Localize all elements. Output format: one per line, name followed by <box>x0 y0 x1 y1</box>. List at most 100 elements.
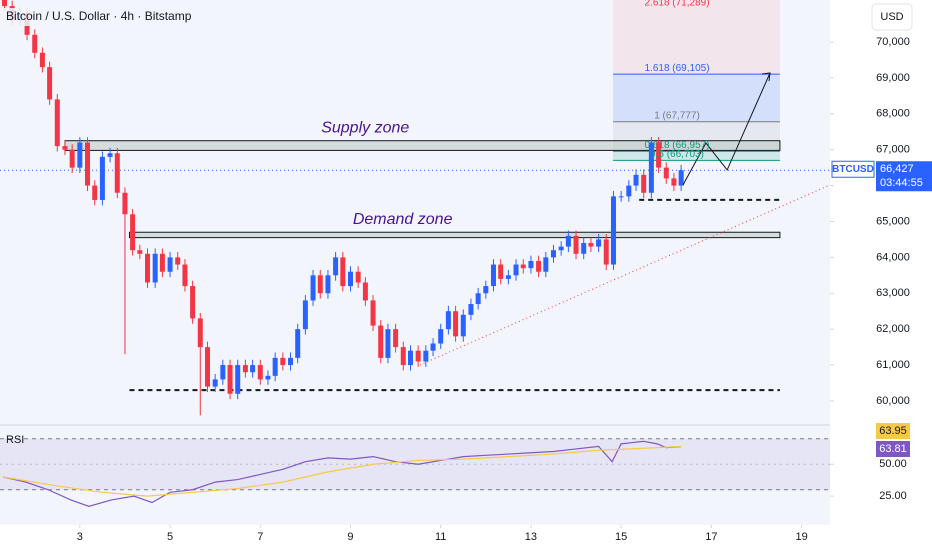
candle-body <box>212 379 218 387</box>
fib-zone <box>613 151 780 161</box>
candle-body <box>54 99 60 147</box>
candle-body <box>438 329 444 344</box>
candle-body <box>272 357 278 376</box>
candle-body <box>423 350 429 362</box>
candle-body <box>460 314 466 337</box>
candle-body <box>483 286 489 294</box>
candle-body <box>415 350 421 362</box>
candle-body <box>235 365 241 394</box>
candle-body <box>558 246 564 251</box>
candle-body <box>302 300 308 330</box>
candle-body <box>573 235 579 254</box>
main-pane <box>0 0 830 416</box>
candle-body <box>152 253 158 283</box>
y-tick-label: 64,000 <box>876 251 910 263</box>
candle-body <box>333 257 339 276</box>
candle-body <box>671 178 677 186</box>
y-tick-label: 70,000 <box>876 36 910 48</box>
y-tick-label: 65,000 <box>876 215 910 227</box>
candle-body <box>220 365 226 380</box>
candle-body <box>543 257 549 272</box>
x-tick-label: 15 <box>615 531 627 543</box>
candle-body <box>400 347 406 366</box>
candle-body <box>257 365 263 380</box>
title-bg <box>0 8 210 26</box>
arrow-head <box>761 72 771 82</box>
rsi-value-label: 63.81 <box>879 443 907 455</box>
candle-body <box>347 271 353 287</box>
fib-zone <box>613 121 780 152</box>
rsi-tick-label: 25.00 <box>879 490 907 502</box>
y-tick-label: 69,000 <box>876 72 910 84</box>
candle-body <box>99 156 105 200</box>
candle-body <box>498 264 504 279</box>
candle-body <box>32 34 38 53</box>
chart-title: Bitcoin / U.S. Dollar · 4h · Bitstamp <box>6 9 192 23</box>
candle-body <box>122 192 128 215</box>
currency: USD <box>880 11 903 23</box>
symbol-label: BTCUSD <box>832 164 874 175</box>
rsi-label: RSI <box>6 434 24 446</box>
candle-body <box>190 286 196 319</box>
x-tick-label: 11 <box>435 531 446 543</box>
candle-body <box>340 257 346 287</box>
candle-body <box>355 271 361 283</box>
y-tick-label: 61,000 <box>876 359 910 371</box>
x-tick-label: 17 <box>705 531 717 543</box>
candle-body <box>182 264 188 287</box>
zone-label: Demand zone <box>353 211 453 228</box>
candle-body <box>205 347 210 387</box>
candle-body <box>475 293 481 305</box>
candle-body <box>393 329 399 348</box>
candle-body <box>288 357 293 366</box>
y-tick-label: 68,000 <box>876 108 910 120</box>
candle-body <box>114 153 120 193</box>
fib-label: 0.618 (66,957) <box>644 140 709 151</box>
candle-body <box>85 142 91 186</box>
x-tick-label: 7 <box>257 531 263 543</box>
candle-body <box>137 250 143 254</box>
fib-label: 1 (67,777) <box>654 110 700 121</box>
candle-body <box>265 375 271 380</box>
candle-body <box>596 239 602 247</box>
rsi-value-tag <box>876 423 910 439</box>
candle-body <box>370 300 376 326</box>
candle-body <box>656 142 662 168</box>
x-tick-label: 9 <box>347 531 353 543</box>
candle-body <box>167 257 173 272</box>
zone-label: Supply zone <box>321 120 409 137</box>
x-tick-label: 5 <box>167 531 173 543</box>
fib-label: 2.618 (71,289) <box>644 0 709 9</box>
candle-body <box>69 149 75 168</box>
candle-body <box>528 260 534 269</box>
candle-body <box>536 260 542 272</box>
candle-body <box>453 311 459 337</box>
candle-body <box>250 365 256 373</box>
plot-background <box>0 0 830 525</box>
candle-body <box>626 185 632 197</box>
candle-body <box>107 153 113 157</box>
projection-path <box>682 72 771 186</box>
candle-body <box>468 304 474 315</box>
candle-body <box>430 343 436 351</box>
candle-body <box>310 275 316 301</box>
rsi-tick-label: 50.00 <box>879 458 907 470</box>
candle-body <box>362 282 368 301</box>
candle-body <box>92 185 98 200</box>
candle-body <box>130 214 136 251</box>
candle-body <box>197 318 203 348</box>
candle-body <box>633 174 639 186</box>
currency-button[interactable] <box>871 3 913 31</box>
rsi-value-tag <box>876 441 910 457</box>
candle-body <box>505 275 511 279</box>
price-label: 66,427 <box>880 163 914 175</box>
candle-body <box>641 174 647 193</box>
symbol-tag <box>831 160 875 178</box>
candle-body <box>520 264 526 269</box>
rsi-value-label: 63.95 <box>879 425 907 437</box>
candle-body <box>317 275 323 294</box>
rsi-line <box>3 445 682 497</box>
candle-body <box>227 365 233 394</box>
candle-body <box>513 264 519 276</box>
